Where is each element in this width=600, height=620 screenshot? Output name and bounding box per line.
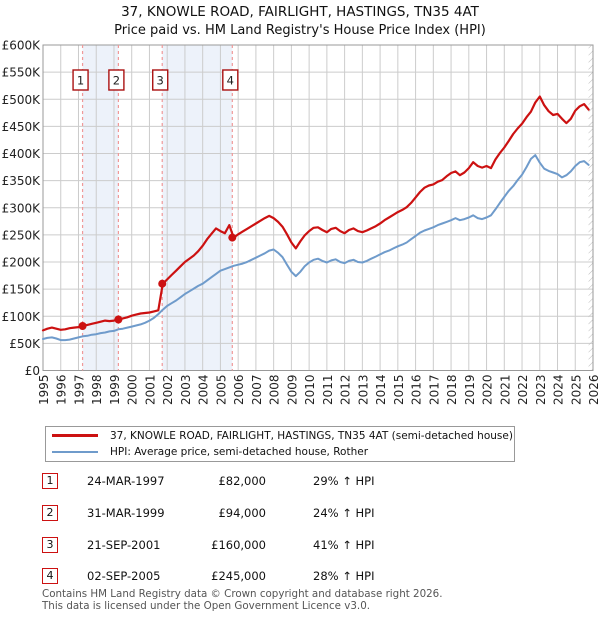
sale-marker-dot [158,279,167,288]
svg-text:2008: 2008 [268,375,282,406]
svg-text:2017: 2017 [427,375,441,406]
svg-text:2021: 2021 [498,374,512,405]
svg-text:£400K: £400K [2,147,42,161]
sale-price: £245,000 [211,569,266,583]
svg-text:2014: 2014 [374,375,388,406]
sale-hpi-delta: 28% ↑ HPI [313,569,375,583]
svg-text:£0: £0 [25,364,40,378]
sale-date: 02-SEP-2005 [87,569,161,583]
svg-text:2004: 2004 [197,375,211,406]
license-footer: Contains HM Land Registry data © Crown c… [42,588,582,612]
svg-text:2003: 2003 [179,375,193,406]
chart-legend: 37, KNOWLE ROAD, FAIRLIGHT, HASTINGS, TN… [45,426,515,462]
svg-text:2000: 2000 [126,375,140,406]
svg-text:2024: 2024 [552,375,566,406]
property-price-line [41,95,590,332]
page-title: 37, KNOWLE ROAD, FAIRLIGHT, HASTINGS, TN… [121,4,479,20]
plot-frame [42,44,594,371]
svg-text:2002: 2002 [161,375,175,406]
svg-text:£300K: £300K [2,201,42,215]
sale-marker-badge [72,69,89,91]
svg-text:2007: 2007 [250,375,264,406]
sale-marker-badge-number: 3 [157,74,164,88]
svg-text:£550K: £550K [2,66,42,80]
svg-text:2006: 2006 [232,375,246,406]
svg-text:2018: 2018 [445,375,459,406]
svg-text:2026: 2026 [587,375,600,406]
svg-text:1996: 1996 [55,375,69,406]
sale-row: 3 21-SEP-2001 £160,000 41% ↑ HPI [0,537,600,555]
svg-text:2005: 2005 [214,375,228,406]
future-hatch-region [588,45,593,371]
sale-number-badge: 1 [42,473,58,489]
svg-text:2009: 2009 [285,375,299,406]
svg-text:£50K: £50K [9,337,41,351]
svg-text:£450K: £450K [2,120,42,134]
svg-text:£200K: £200K [2,256,42,270]
footer-line-1: Contains HM Land Registry data © Crown c… [42,588,443,600]
legend-item: 37, KNOWLE ROAD, FAIRLIGHT, HASTINGS, TN… [46,428,514,444]
gridlines [42,44,594,371]
sale-price: £160,000 [211,538,266,552]
sale-number-badge: 2 [42,505,58,521]
svg-text:1997: 1997 [72,375,86,406]
svg-text:£150K: £150K [2,283,42,297]
sale-hpi-delta: 24% ↑ HPI [313,506,375,520]
svg-text:2015: 2015 [392,375,406,406]
svg-text:1998: 1998 [90,375,104,406]
hpi-line [42,154,590,342]
sale-marker-dot [228,233,237,242]
sale-price: £94,000 [218,506,266,520]
footer-line-2: This data is licensed under the Open Gov… [42,599,371,612]
sale-number-badge: 4 [42,568,58,584]
svg-text:2013: 2013 [356,375,370,406]
svg-text:2025: 2025 [569,375,583,406]
sale-row: 4 02-SEP-2005 £245,000 28% ↑ HPI [0,568,600,586]
svg-text:1995: 1995 [37,375,51,406]
svg-text:2012: 2012 [339,375,353,406]
sale-row: 1 24-MAR-1997 £82,000 29% ↑ HPI [0,473,600,491]
svg-text:2016: 2016 [410,375,424,406]
page-subtitle: Price paid vs. HM Land Registry's House … [114,23,486,38]
svg-text:£350K: £350K [2,174,42,188]
legend-item: HPI: Average price, semi-detached house,… [46,444,514,460]
sale-marker-badge-number: 4 [227,74,234,88]
svg-text:2001: 2001 [143,375,157,406]
sale-marker-badge [108,69,125,91]
sale-number-badge: 3 [42,537,58,553]
svg-text:2020: 2020 [481,375,495,406]
sale-marker-badge [222,69,239,91]
y-axis-labels: £0 £50K £100K £150K £200K £250K £300K £350K £400… [2,39,42,379]
sale-marker-badge [152,69,169,91]
sale-row: 2 31-MAR-1999 £94,000 24% ↑ HPI [0,505,600,523]
svg-text:2023: 2023 [534,375,548,406]
legend-label: 37, KNOWLE ROAD, FAIRLIGHT, HASTINGS, TN… [110,429,513,442]
svg-text:£600K: £600K [2,39,42,53]
sale-date: 31-MAR-1999 [87,506,165,520]
sale-date: 24-MAR-1997 [87,474,165,488]
svg-text:£100K: £100K [2,310,42,324]
svg-text:£500K: £500K [2,93,42,107]
svg-text:2010: 2010 [303,375,317,406]
legend-line-sample [52,451,98,454]
svg-text:£250K: £250K [2,228,42,242]
legend-label: HPI: Average price, semi-detached house,… [110,446,369,459]
price-chart: 1 2 3 4 £0 £50K £100K £150K £200K £250K £300K £350K… [2,39,600,406]
sale-hpi-delta: 29% ↑ HPI [313,474,375,488]
sale-hpi-delta: 41% ↑ HPI [313,538,375,552]
sale-price: £82,000 [218,474,266,488]
sale-marker-badge-number: 1 [77,74,84,88]
sale-marker-dot [78,322,87,331]
svg-text:2022: 2022 [516,375,530,406]
sale-marker-badge-number: 2 [113,74,120,88]
sale-marker-dot [114,315,123,324]
legend-line-sample [52,434,98,438]
x-axis-labels: 1995 1996 1997 1998 1999 2000 2001 2002 2003 2004… [37,374,600,405]
svg-text:2019: 2019 [463,375,477,406]
svg-text:1999: 1999 [108,375,122,406]
sale-date: 21-SEP-2001 [87,538,161,552]
svg-text:2011: 2011 [321,375,335,406]
